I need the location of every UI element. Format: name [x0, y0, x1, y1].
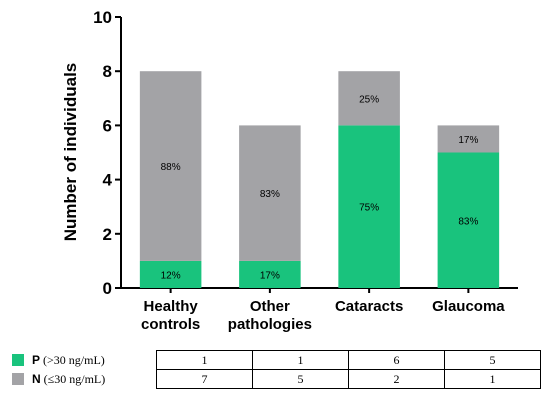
- data-label: 83%: [260, 189, 280, 200]
- y-tick-label: 10: [93, 8, 112, 27]
- x-tick-label: Cataracts: [335, 298, 403, 315]
- counts-table: P (>30 ng/mL) 1 1 6 5 N (≤30 ng/mL) 7 5 …: [0, 350, 541, 389]
- row-label-n: N (≤30 ng/mL): [0, 370, 157, 389]
- data-label: 88%: [161, 162, 181, 173]
- data-label: 25%: [359, 94, 379, 105]
- bar-segment-n: [338, 71, 400, 126]
- bar-segment-p: [239, 260, 301, 288]
- bar-segment-p: [437, 152, 500, 288]
- table-cell: 2: [348, 369, 445, 389]
- bars: 12% 88% 17% 83% 75% 25% 83% 17%: [139, 71, 500, 289]
- bar-segment-p: [338, 125, 400, 289]
- table-row-p: P (>30 ng/mL) 1 1 6 5: [0, 350, 541, 370]
- p-swatch: [12, 353, 24, 366]
- data-label: 12%: [161, 270, 181, 281]
- x-tick-label: Other: [250, 298, 290, 315]
- table-cell: 7: [156, 369, 253, 389]
- y-axis-label: Number of individuals: [61, 63, 80, 242]
- x-tick-label: controls: [141, 316, 200, 333]
- y-tick-label: 8: [103, 62, 112, 81]
- table-cell: 6: [348, 350, 445, 370]
- bar-segment-n: [139, 71, 202, 261]
- y-tick-label: 4: [103, 171, 113, 190]
- table-cell: 1: [156, 350, 253, 370]
- data-label: 83%: [458, 216, 478, 227]
- y-axis: 0 2 4 6 8 10: [93, 8, 122, 298]
- y-tick-label: 0: [103, 279, 112, 298]
- table-cell: 5: [444, 350, 541, 370]
- n-swatch: [12, 372, 24, 385]
- data-label: 17%: [458, 135, 478, 146]
- x-tick-label: Glaucoma: [432, 298, 505, 315]
- x-tick-label: Healthy: [144, 298, 199, 315]
- row-label-p: P (>30 ng/mL): [0, 351, 157, 370]
- bar-segment-n: [437, 125, 500, 153]
- x-tick-label: pathologies: [228, 316, 312, 333]
- table-cell: 5: [252, 369, 349, 389]
- table-cell: 1: [252, 350, 349, 370]
- data-label: 75%: [359, 203, 379, 214]
- bar-segment-p: [139, 260, 202, 288]
- table-row-n: N (≤30 ng/mL) 7 5 2 1: [0, 369, 541, 389]
- y-tick-label: 2: [103, 225, 112, 244]
- data-label: 17%: [260, 270, 280, 281]
- y-tick-label: 6: [103, 116, 112, 135]
- bar-segment-n: [239, 125, 301, 261]
- table-cell: 1: [444, 369, 541, 389]
